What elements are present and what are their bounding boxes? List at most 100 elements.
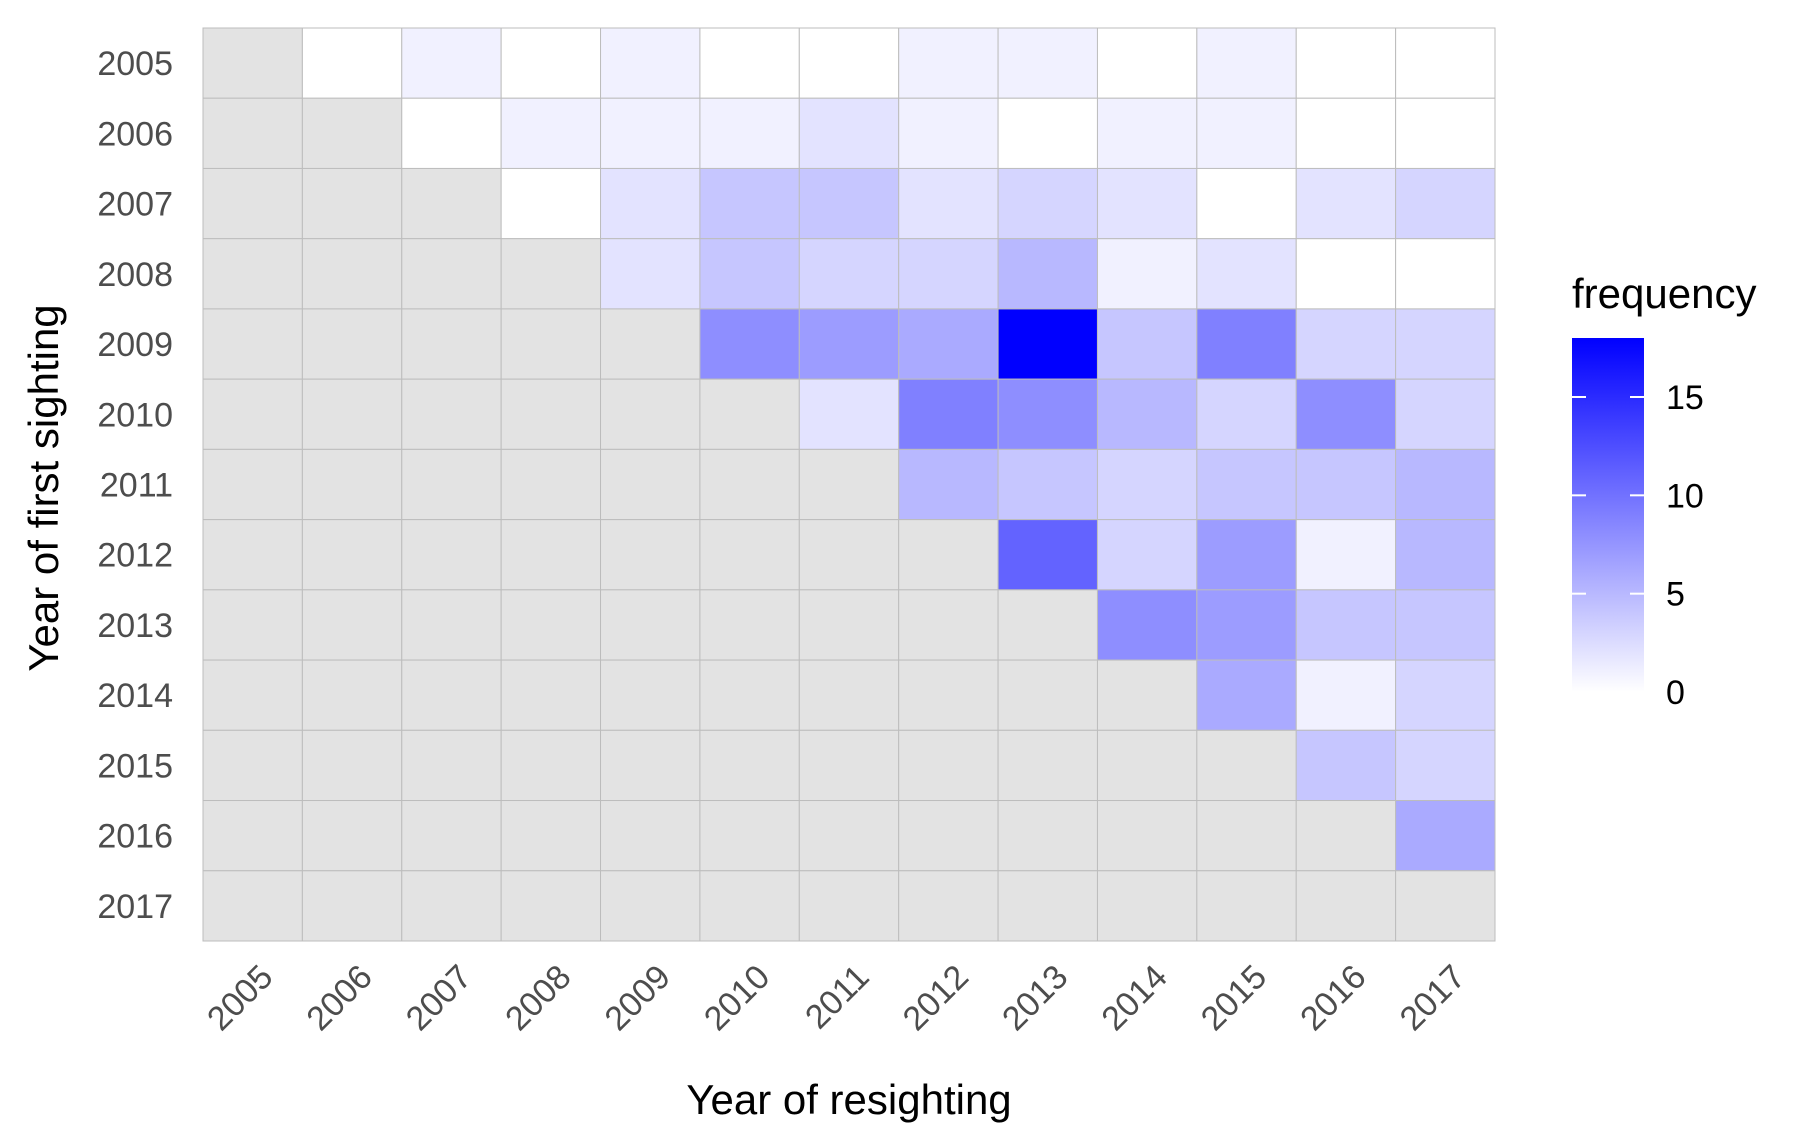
heatmap-cell [898,27,999,99]
legend-ticks: 0 5 10 15 [1572,379,1704,712]
heatmap-cell [1395,800,1496,872]
heatmap-cell [500,519,602,591]
heatmap-cell [699,800,800,872]
heatmap-cell [500,448,602,521]
x-tick-label: 2013 [995,958,1075,1038]
heatmap-cell [401,589,502,661]
heatmap-cell [301,378,403,450]
heatmap-cell [600,238,701,310]
heatmap-cell [1196,800,1297,872]
y-tick-label: 2015 [97,747,173,785]
heatmap-cell [898,448,999,521]
heatmap-cell [1395,729,1496,802]
heatmap-cell [401,27,502,99]
x-tick-label: 2011 [798,958,877,1037]
heatmap-cell [1295,238,1397,310]
heatmap-cell [997,167,1098,240]
heatmap-cell [997,870,1098,942]
heatmap-cell [600,519,701,591]
y-tick-label: 2017 [97,888,173,926]
heatmap-cell [798,97,900,169]
heatmap-cell [1395,238,1496,310]
heatmap-cell [1295,659,1397,731]
heatmap-cell [1196,27,1297,99]
y-tick-label: 2005 [97,45,173,83]
heatmap-cell [401,659,502,731]
heatmap-cell [1196,589,1297,661]
heatmap-cell [997,589,1098,661]
heatmap-cell [202,589,303,661]
heatmap-cell [898,870,999,942]
heatmap-cell [699,238,800,310]
heatmap-cell [699,167,800,240]
y-tick-label: 2013 [97,607,173,645]
heatmap-cell [202,378,303,450]
heatmap-cell [301,448,403,521]
heatmap-cell [600,800,701,872]
y-axis-title: Year of first sighting [20,304,67,671]
heatmap-cell [1196,97,1297,169]
heatmap-cell [1096,448,1198,521]
heatmap-cell [1196,308,1297,380]
heatmap-cell [301,238,403,310]
heatmap-cell [1196,729,1297,802]
heatmap-cell [500,729,602,802]
heatmap-cell [898,729,999,802]
heatmap-cell [898,308,999,380]
x-tick-label: 2010 [697,958,777,1038]
heatmap-cell [1395,589,1496,661]
heatmap-cell [997,378,1098,450]
heatmap-cell [1196,448,1297,521]
heatmap-cell [1395,659,1496,731]
heatmap-cell [500,308,602,380]
heatmap-cell [699,589,800,661]
y-tick-label: 2006 [97,115,173,153]
heatmap-cell [898,238,999,310]
heatmap-cell [997,729,1098,802]
x-tick-label: 2015 [1194,958,1274,1038]
heatmap-cell [600,97,701,169]
heatmap-cell [301,870,403,942]
heatmap-cell [798,167,900,240]
heatmap-cell [600,167,701,240]
heatmap-cell [202,870,303,942]
x-tick-label: 2009 [598,958,678,1038]
heatmap-cell [1096,27,1198,99]
heatmap-cell [1295,729,1397,802]
heatmap-cell [1295,27,1397,99]
heatmap-cell [202,800,303,872]
heatmap-cell [1196,238,1297,310]
heatmap-cell [301,729,403,802]
x-tick-label: 2016 [1293,958,1373,1038]
heatmap-cell [202,308,303,380]
heatmap-cell [798,589,900,661]
heatmap-cell [1295,589,1397,661]
heatmap-cell [798,729,900,802]
heatmap-cell [401,519,502,591]
heatmap-cell [1395,308,1496,380]
heatmap-cell [600,448,701,521]
y-tick-label: 2008 [97,256,173,294]
heatmap-cell [997,27,1098,99]
x-axis-ticks: 2005 2006 2007 2008 2009 2010 2011 2012 2013 2014… [200,958,1473,1038]
y-tick-label: 2016 [97,818,173,856]
heatmap-cell [898,167,999,240]
heatmap-cell [202,27,303,99]
heatmap-cell [1096,238,1198,310]
heatmap-cell [1096,378,1198,450]
y-axis-ticks: 2005 2006 2007 2008 2009 2010 2011 2012 2013 2014… [97,45,173,926]
x-tick-label: 2017 [1393,958,1473,1038]
heatmap-cell [898,589,999,661]
heatmap-cell [301,97,403,169]
heatmap-cell [1096,729,1198,802]
heatmap-cell [997,97,1098,169]
heatmap-cell [699,378,800,450]
x-tick-label: 2014 [1094,958,1174,1038]
y-tick-label: 2009 [97,326,173,364]
heatmap-cell [301,519,403,591]
heatmap-cell [1395,167,1496,240]
y-tick-label: 2011 [100,467,173,505]
heatmap-cell [699,448,800,521]
heatmap-cell [798,870,900,942]
